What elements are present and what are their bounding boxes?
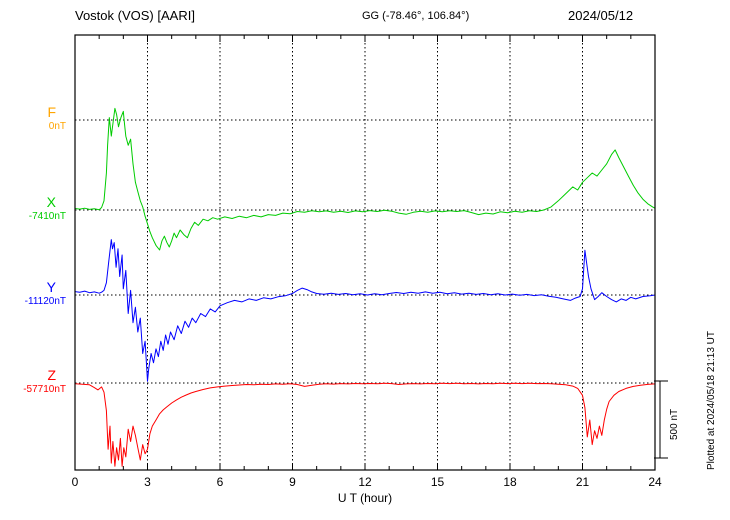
- trace-y: [75, 239, 655, 382]
- trace-x: [75, 107, 655, 251]
- trace-z: [75, 382, 655, 467]
- x-tick-label: 6: [216, 475, 224, 489]
- component-label-f: F 0nT: [0, 105, 68, 132]
- component-baseline-z: -57710nT: [23, 384, 66, 395]
- component-letter-y: Y: [46, 279, 56, 295]
- x-tick-label: 9: [289, 475, 296, 489]
- component-baseline-y: -11120nT: [24, 296, 66, 307]
- component-label-y: Y -11120nT: [0, 280, 68, 307]
- x-tick-label: 12: [358, 475, 372, 489]
- component-letter-f: F: [47, 104, 56, 120]
- x-tick-label: 21: [575, 475, 590, 489]
- x-tick-label: 3: [144, 475, 151, 489]
- component-baseline-x: -7410nT: [28, 211, 66, 222]
- component-letter-z: Z: [47, 367, 56, 383]
- plot-date: 2024/05/12: [568, 8, 634, 23]
- trace-group: [75, 107, 655, 467]
- component-letter-x: X: [46, 194, 56, 210]
- geo-coordinates: GG (-78.46°, 106.84°): [362, 10, 470, 22]
- component-baseline-f: 0nT: [48, 121, 66, 132]
- component-label-x: X -7410nT: [0, 195, 68, 222]
- x-axis-title: U T (hour): [337, 491, 393, 505]
- x-tick-label: 24: [648, 475, 662, 489]
- x-tick-label: 0: [71, 475, 79, 489]
- x-tick-label: 18: [503, 475, 517, 489]
- station-title: Vostok (VOS) [AARI]: [75, 8, 195, 23]
- plot-frame: [74, 34, 656, 471]
- plotted-at-note: Plotted at 2024/05/18 21:13 UT: [706, 331, 717, 470]
- component-label-z: Z -57710nT: [0, 368, 68, 395]
- x-tick-label: 15: [430, 475, 445, 489]
- scale-bar-label: 500 nT: [669, 408, 680, 440]
